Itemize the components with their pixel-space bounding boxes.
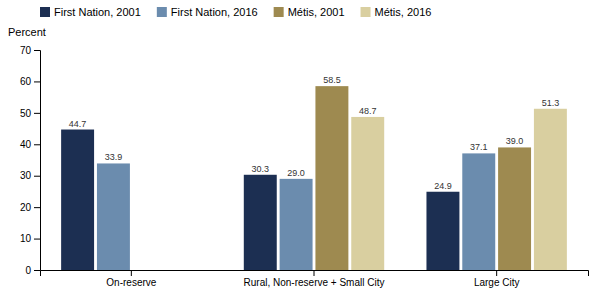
x-tick: Large City (474, 270, 520, 288)
legend-item: Métis, 2016 (361, 6, 432, 18)
legend-swatch (157, 7, 167, 17)
legend-label: First Nation, 2001 (54, 6, 141, 18)
y-tick: 10 (20, 233, 40, 244)
y-tick-label: 40 (20, 139, 32, 150)
bar (351, 117, 384, 270)
bar (244, 175, 277, 270)
y-tick-label: 50 (20, 108, 32, 119)
x-tick: On-reserve (106, 270, 156, 288)
y-tick: 20 (20, 202, 40, 213)
legend: First Nation, 2001 First Nation, 2016 Méti… (40, 6, 431, 18)
y-tick-mark (34, 239, 40, 240)
legend-swatch (40, 7, 50, 17)
y-tick-mark (34, 270, 40, 271)
legend-item: First Nation, 2016 (157, 6, 258, 18)
chart: 0 10 20 30 40 50 60 70 On-reserve Rural, Non-rese… (0, 0, 600, 300)
y-tick: 50 (20, 108, 40, 119)
data-label: 58.5 (323, 75, 341, 85)
bars (61, 86, 567, 270)
legend-swatch (274, 7, 284, 17)
legend-item: First Nation, 2001 (40, 6, 141, 18)
y-tick: 40 (20, 139, 40, 150)
y-tick-label: 60 (20, 76, 32, 87)
y-tick-mark (34, 176, 40, 177)
data-label: 44.7 (69, 119, 87, 129)
axis-domain (41, 271, 589, 277)
x-tick-mark (496, 270, 497, 276)
y-tick-label: 0 (25, 265, 31, 276)
x-tick-label: On-reserve (106, 277, 156, 288)
y-tick: 60 (20, 76, 40, 87)
y-tick-mark (34, 207, 40, 208)
data-label: 33.9 (105, 152, 123, 162)
y-tick-label: 10 (20, 233, 32, 244)
data-label: 24.9 (434, 181, 452, 191)
x-tick-mark (131, 270, 132, 276)
y-tick-label: 70 (20, 45, 32, 56)
bar (61, 130, 94, 270)
x-tick: Rural, Non-reserve + Small City (244, 270, 385, 288)
legend-label: Métis, 2001 (288, 6, 345, 18)
y-axis: 0 10 20 30 40 50 60 70 (20, 45, 41, 276)
data-label: 48.7 (359, 106, 377, 116)
plot: 0 10 20 30 40 50 60 70 On-reserve Rural, Non-rese… (20, 45, 589, 288)
legend-swatch (361, 7, 371, 17)
bar (498, 147, 531, 270)
y-tick: 30 (20, 170, 40, 181)
data-label: 39.0 (506, 136, 524, 146)
y-tick-mark (34, 144, 40, 145)
y-tick: 70 (20, 45, 40, 56)
bar (462, 153, 495, 270)
x-axis: On-reserve Rural, Non-reserve + Small Cit… (41, 270, 589, 288)
legend-label: First Nation, 2016 (171, 6, 258, 18)
bar (97, 163, 130, 270)
legend-item: Métis, 2001 (274, 6, 345, 18)
axis-domain (34, 51, 41, 271)
y-label: Percent (8, 26, 46, 38)
legend-label: Métis, 2016 (375, 6, 432, 18)
bar (534, 109, 567, 270)
data-label: 37.1 (470, 142, 488, 152)
bar (280, 179, 313, 270)
x-tick-label: Large City (474, 277, 520, 288)
data-labels: 44.7 30.3 24.9 33.9 29.0 37.1 58.5 39.0 48.7 51.3 (69, 75, 559, 191)
data-label: 51.3 (542, 98, 560, 108)
y-tick: 0 (25, 265, 40, 276)
data-label: 30.3 (252, 164, 270, 174)
y-tick-label: 30 (20, 170, 32, 181)
bar (426, 192, 459, 270)
y-tick-mark (34, 113, 40, 114)
bar (315, 86, 348, 270)
x-tick-mark (314, 270, 315, 276)
y-tick-mark (34, 50, 40, 51)
y-tick-label: 20 (20, 202, 32, 213)
y-tick-mark (34, 81, 40, 82)
data-label: 29.0 (287, 168, 305, 178)
x-tick-label: Rural, Non-reserve + Small City (244, 277, 385, 288)
